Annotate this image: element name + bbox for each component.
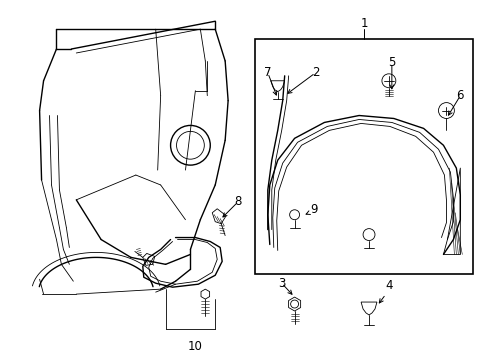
Text: 4: 4: [385, 279, 392, 292]
Text: 2: 2: [311, 66, 319, 79]
Bar: [254, 39, 472, 274]
Text: 9: 9: [310, 203, 318, 216]
Text: 3: 3: [278, 277, 285, 290]
Text: 1: 1: [360, 17, 367, 30]
Text: 6: 6: [456, 89, 463, 102]
Text: 10: 10: [187, 340, 203, 353]
Text: 8: 8: [234, 195, 241, 208]
Text: 5: 5: [387, 57, 395, 69]
Text: 7: 7: [264, 66, 271, 79]
